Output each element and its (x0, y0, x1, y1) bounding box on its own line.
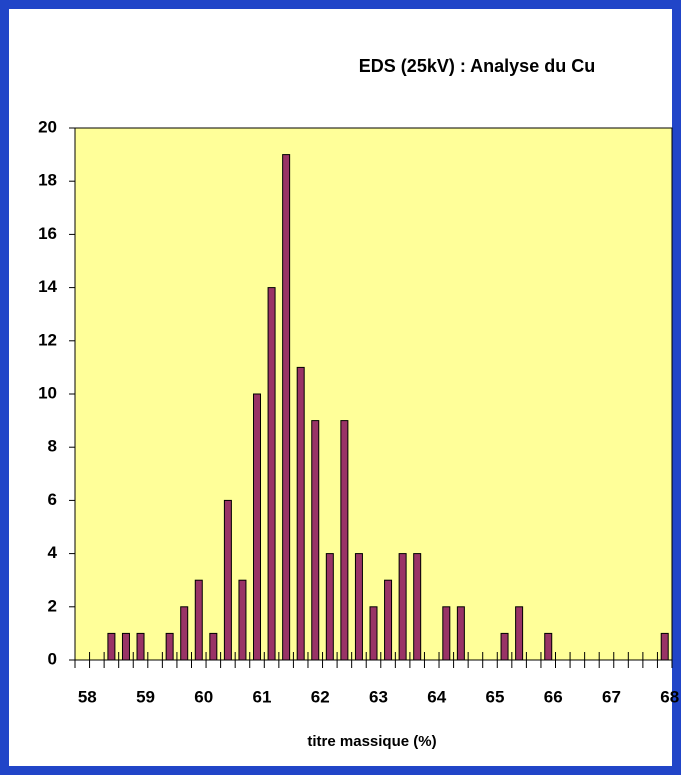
bar (369, 606, 378, 661)
bar (442, 606, 451, 661)
bar (121, 632, 130, 661)
x-tick-label: 61 (253, 687, 272, 706)
bar (282, 154, 291, 661)
y-tick-label: 10 (38, 383, 57, 402)
bar (253, 393, 262, 661)
y-tick-label: 20 (38, 117, 57, 136)
bar (238, 579, 247, 661)
bar (384, 579, 393, 661)
x-tick-label: 60 (194, 687, 213, 706)
x-tick-label: 68 (660, 687, 679, 706)
x-tick-label: 63 (369, 687, 388, 706)
y-tick-label: 12 (38, 330, 57, 349)
bar (456, 606, 465, 661)
y-tick-label: 18 (38, 171, 57, 190)
bar (354, 553, 363, 661)
bar (325, 553, 334, 661)
bar (296, 366, 305, 661)
y-tick-label: 16 (38, 224, 57, 243)
bar (107, 632, 116, 661)
x-tick-label: 65 (486, 687, 505, 706)
y-tick-label: 14 (38, 277, 57, 296)
y-tick-label: 4 (48, 543, 58, 562)
y-tick-label: 2 (48, 596, 57, 615)
x-tick-label: 59 (136, 687, 155, 706)
bar (340, 420, 349, 661)
bar (180, 606, 189, 661)
bar (223, 499, 232, 661)
x-tick-label: 62 (311, 687, 330, 706)
bar (660, 632, 669, 661)
plot-area (74, 127, 673, 661)
bar (267, 287, 276, 661)
bar (544, 632, 553, 661)
bar (413, 553, 422, 661)
bar (311, 420, 320, 661)
bar (515, 606, 524, 661)
x-tick-label: 66 (544, 687, 563, 706)
y-tick-label: 8 (48, 437, 57, 456)
y-tick-label: 0 (48, 649, 57, 668)
bar (398, 553, 407, 661)
x-tick-label: 67 (602, 687, 621, 706)
bar (500, 632, 509, 661)
bar (165, 632, 174, 661)
bar (209, 632, 218, 661)
y-tick-label: 6 (48, 490, 57, 509)
x-tick-label: 64 (427, 687, 446, 706)
x-axis-title: titre massique (%) (307, 733, 436, 750)
bar (136, 632, 145, 661)
bar (194, 579, 203, 661)
x-tick-label: 58 (78, 687, 97, 706)
chart-title: EDS (25kV) : Analyse du Cu (359, 56, 595, 76)
